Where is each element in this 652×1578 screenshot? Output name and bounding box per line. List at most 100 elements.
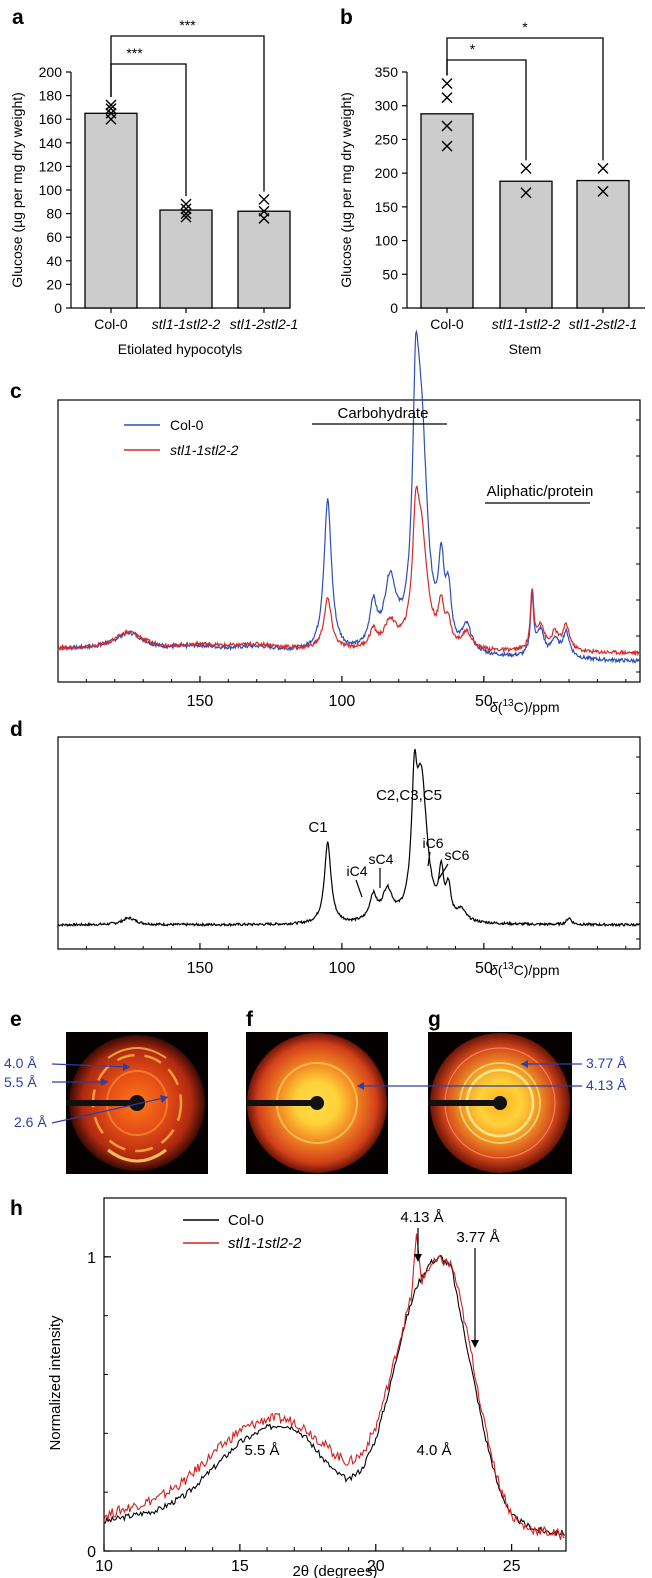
x-tick-label-c-1: 100 (329, 693, 356, 710)
x-tick-label-d-0: 150 (187, 960, 214, 977)
plot-frame-c (57, 399, 641, 683)
beam-stop-f (246, 1100, 317, 1106)
data-point-a-1-3 (180, 211, 192, 223)
x-tick-label-d-2: 50 (475, 960, 493, 977)
significance-label-a-0: *** (126, 45, 143, 61)
y-tick-label-b-5: 250 (375, 131, 399, 147)
x-tick-a-0: Col-0 (94, 316, 128, 332)
peak-pointer-iC4 (355, 879, 363, 898)
y-ticks-a: 0 20 40 60 80 100 120 140 160 180 200 (39, 64, 71, 316)
data-point-a-0-1 (105, 103, 117, 115)
annotation-4.13A: 4.13 Å (586, 1077, 627, 1093)
panel-label-f: f (246, 1008, 254, 1031)
significance-bracket-a-1 (110, 35, 265, 192)
peak-label-iC4: iC4 (346, 863, 367, 879)
data-point-b-1-1 (520, 187, 532, 199)
y-axis-label-h: Normalized intensity (47, 1315, 64, 1451)
bars-b (420, 113, 630, 313)
ticks-h: 10 15 20 25 0 1 (87, 1250, 540, 1575)
panel-label-d: d (10, 718, 23, 741)
arrow-4A (51, 1063, 131, 1068)
peak-label-iC6: iC6 (422, 835, 443, 851)
y-tick-label-b-7: 350 (375, 64, 399, 80)
diffraction-arc-e-top (107, 1047, 167, 1059)
y-tick-label-b-2: 100 (375, 233, 399, 249)
peak-pointer-sC6 (437, 863, 449, 881)
y-tick-label-a-10: 200 (39, 64, 63, 80)
bar-a-0 (84, 112, 138, 309)
data-point-a-1-0 (180, 198, 192, 210)
data-point-a-1-1 (180, 203, 192, 215)
legend-label-mutant: stl1-1stl2-2 (170, 442, 239, 458)
peak-label-sC4: sC4 (369, 851, 394, 867)
panel-d: d 150 100 50 C1 iC4 sC4 C2,C3,C5 iC6 sC6 δ… (10, 718, 641, 978)
y-tick-label-b-3: 150 (375, 199, 399, 215)
annotation-3.77A: 3.77 Å (586, 1055, 627, 1071)
y-tick-label-a-7: 140 (39, 135, 63, 151)
xrd-curve-h-1 (103, 1233, 565, 1540)
arrowhead-4.13A (357, 1082, 364, 1090)
spectrum-d (57, 748, 641, 928)
points-b (441, 77, 609, 199)
beam-center-e (129, 1095, 145, 1111)
ticks-d: 150 100 50 (57, 756, 640, 977)
x-tick-label-h-0: 10 (95, 1558, 113, 1575)
data-point-b-0-0 (441, 77, 453, 89)
arrowhead-4A (123, 1063, 130, 1071)
arrow-2.6A (51, 1096, 169, 1124)
y-axis-label-b: Glucose (µg per mg dry weight) (338, 92, 354, 288)
diffraction-arc-e (107, 1148, 167, 1163)
panel-label-g: g (428, 1008, 441, 1031)
points-a (105, 99, 270, 224)
y-tick-label-a-9: 180 (39, 88, 63, 104)
spectrum-line-c-1 (57, 485, 641, 657)
ticks-c: 150 100 50 (57, 419, 640, 710)
data-point-b-1-0 (520, 162, 532, 174)
panel-label-e: e (10, 1008, 22, 1031)
x-tick-label-c-2: 50 (475, 693, 493, 710)
spectra-c (57, 329, 641, 664)
data-point-b-2-0 (597, 162, 609, 174)
xrd-curves-h (103, 1233, 566, 1540)
data-point-b-2-1 (597, 185, 609, 197)
x-tick-b-1: stl1-1stl2-2 (492, 316, 561, 332)
data-point-a-0-0 (105, 99, 117, 111)
panel-g: g 3.77 Å 4.13 Å (357, 1008, 627, 1174)
panel-label-c: c (10, 380, 22, 403)
bar-a-2 (237, 210, 291, 309)
x-tick-label-h-3: 25 (503, 1558, 521, 1575)
x-tick-b-2: stl1-2stl2-1 (569, 316, 637, 332)
significance-a: *** *** (110, 17, 265, 197)
peak-pointer-iC6 (427, 851, 431, 867)
data-point-b-0-3 (441, 140, 453, 152)
data-point-b-0-1 (441, 92, 453, 104)
y-tick-label-h-1: 1 (87, 1250, 96, 1267)
y-axis-label-a: Glucose (µg per mg dry weight) (9, 92, 25, 288)
bars-a (84, 112, 291, 313)
y-tick-label-b-0: 0 (390, 300, 398, 316)
pointerhead-h-3.77A (471, 1340, 479, 1348)
annotation-carbohydrate: Carbohydrate (338, 405, 429, 422)
x-axis-label-c: δ(13C)/ppm (490, 698, 559, 715)
data-point-a-2-0 (258, 193, 270, 205)
annotation-h-3.77A: 3.77 Å (456, 1229, 499, 1246)
beam-center-f (310, 1096, 324, 1110)
x-tick-label-h-2: 20 (367, 1558, 385, 1575)
y-tick-label-a-5: 100 (39, 182, 63, 198)
panel-label-b: b (340, 6, 353, 29)
annotation-5A: 5.5 Å (4, 1074, 37, 1090)
y-tick-label-a-2: 40 (46, 253, 62, 269)
data-point-b-0-2 (441, 120, 453, 132)
data-point-a-0-3 (105, 113, 117, 125)
bar-a-1 (159, 209, 213, 309)
legend-label-col0: Col-0 (170, 417, 204, 433)
y-tick-label-a-4: 80 (46, 206, 62, 222)
x-axis-label-h: 2θ (degrees) (292, 1563, 377, 1578)
x-tick-label-h-1: 15 (231, 1558, 249, 1575)
beam-stop-g (428, 1100, 500, 1106)
panel-label-a: a (12, 6, 24, 29)
panel-h: h 10 15 20 25 0 1 Col-0 stl1-1stl2-2 4.13 Å 3… (10, 1197, 567, 1578)
x-axis-label-a: Etiolated hypocotyls (118, 341, 243, 357)
bar-b-2 (576, 179, 630, 309)
